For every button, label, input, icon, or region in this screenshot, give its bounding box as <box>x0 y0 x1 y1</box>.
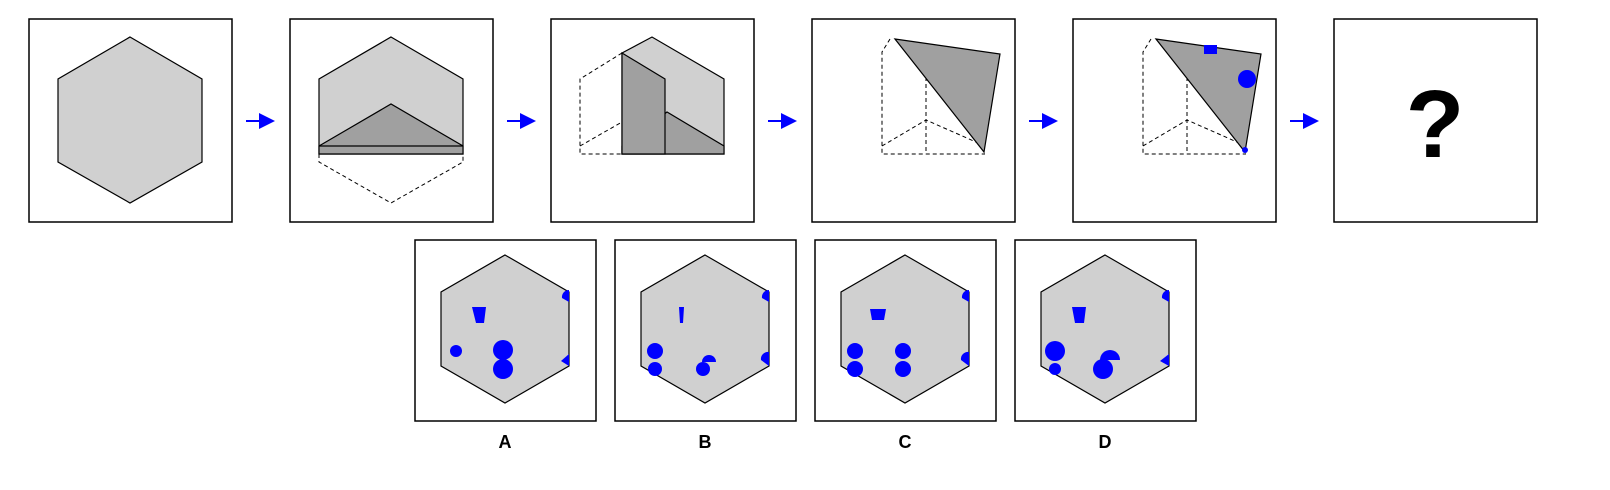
hole-wedge <box>472 307 486 323</box>
diagonal-flap <box>893 38 1001 154</box>
step-3-panel <box>550 18 755 223</box>
fold-line-dashed <box>579 121 623 147</box>
hole-circle <box>895 361 911 377</box>
original-outline-dashed <box>1142 38 1246 155</box>
inner-dashed-2 <box>881 119 986 147</box>
option-label-c[interactable]: C <box>898 432 912 452</box>
hole-wedge <box>1072 307 1086 323</box>
hole-circle <box>696 362 710 376</box>
hole-edge-bottom <box>561 354 569 366</box>
hole-half <box>702 355 716 362</box>
hole-circle <box>647 343 663 359</box>
hole-circle <box>1049 363 1061 375</box>
hole-edge-top <box>961 289 969 302</box>
option-label-a[interactable]: A <box>498 432 512 452</box>
hole-circle <box>1238 70 1256 88</box>
hole-edge-bottom <box>1160 354 1169 366</box>
panel-frame <box>1333 18 1538 223</box>
hole-wedge <box>679 307 684 323</box>
option-c[interactable] <box>814 239 997 422</box>
option-d[interactable] <box>1014 239 1197 422</box>
option-b[interactable] <box>614 239 797 422</box>
original-outline-dashed <box>579 52 623 155</box>
hole-wedge <box>870 309 886 320</box>
hole-circle <box>895 343 911 359</box>
step-2-panel <box>289 18 494 223</box>
hole-circle <box>493 359 513 379</box>
original-outline-dashed <box>318 154 464 204</box>
hole-half <box>1100 350 1120 360</box>
step-4-panel <box>811 18 1016 223</box>
step-5-panel <box>1072 18 1277 223</box>
hole-edge-top <box>761 289 769 302</box>
hole-circle <box>1093 359 1113 379</box>
option-a[interactable] <box>414 239 597 422</box>
original-outline-dashed <box>881 38 985 155</box>
hole-circle <box>847 343 863 359</box>
option-label-b[interactable]: B <box>698 432 712 452</box>
inner-dashed-2 <box>1142 119 1247 147</box>
hole-corner <box>1242 147 1248 153</box>
hole-circle <box>1045 341 1065 361</box>
hole-square <box>1204 45 1217 54</box>
hole-circle <box>450 345 462 357</box>
paper-hexagon <box>57 36 203 204</box>
hole-circle <box>847 361 863 377</box>
hole-edge-bottom <box>960 351 969 366</box>
hole-edge-top <box>1161 289 1169 302</box>
hole-circle <box>493 340 513 360</box>
step-6-panel: ? <box>1333 18 1538 223</box>
folded-strip <box>621 51 666 155</box>
hole-edge-bottom <box>760 351 769 366</box>
question-mark: ? <box>1406 71 1465 178</box>
step-1-panel <box>28 18 233 223</box>
hole-edge-top <box>561 289 569 302</box>
hole-circle <box>648 362 662 376</box>
folded-flap <box>318 103 464 155</box>
option-label-d[interactable]: D <box>1098 432 1112 452</box>
